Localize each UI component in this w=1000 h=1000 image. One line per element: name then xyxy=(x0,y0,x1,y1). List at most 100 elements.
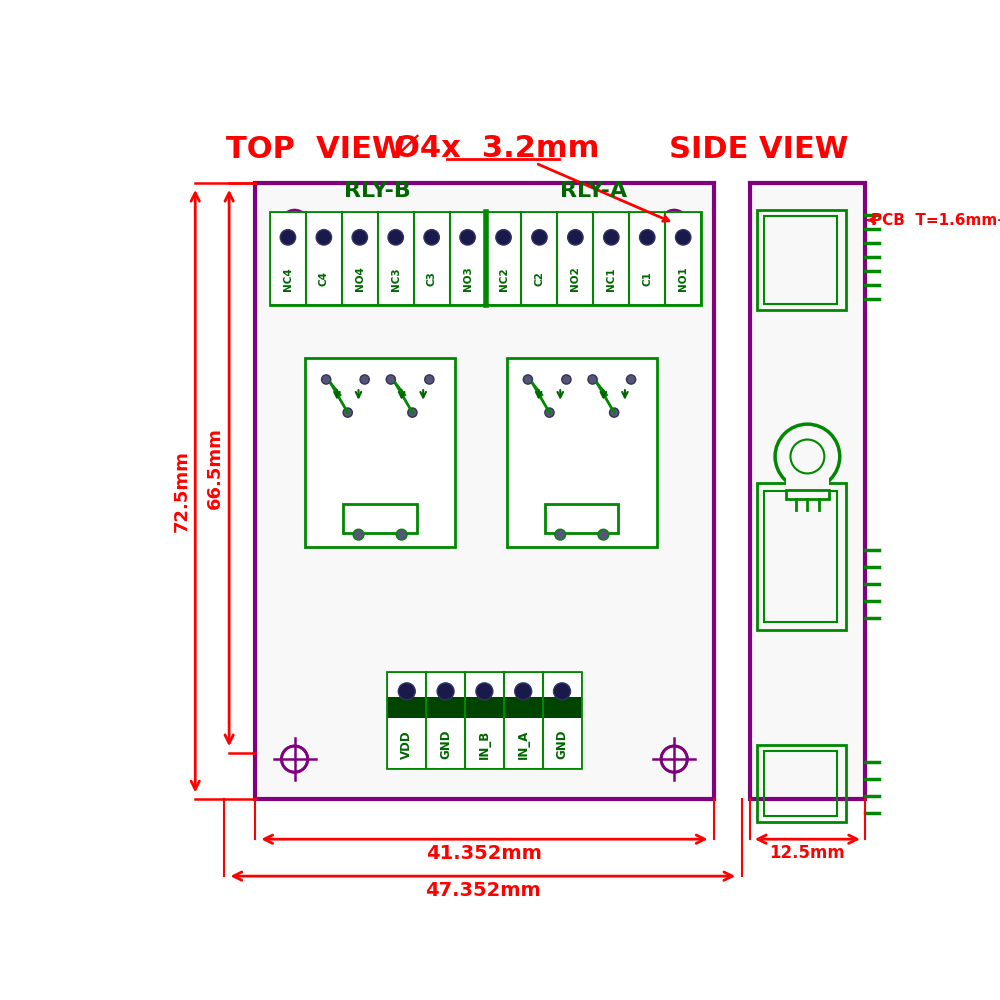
Circle shape xyxy=(460,230,475,245)
Circle shape xyxy=(282,210,308,236)
Text: NC3: NC3 xyxy=(391,267,401,291)
Bar xyxy=(414,213,449,304)
Bar xyxy=(486,213,521,304)
Circle shape xyxy=(280,230,296,245)
Bar xyxy=(630,213,664,304)
Bar xyxy=(466,697,503,718)
Text: 66.5mm: 66.5mm xyxy=(206,427,224,509)
Bar xyxy=(255,183,714,799)
Text: C4: C4 xyxy=(319,271,329,286)
Circle shape xyxy=(437,683,454,700)
Text: Ø4x  3.2mm: Ø4x 3.2mm xyxy=(394,135,600,164)
Text: NC1: NC1 xyxy=(606,267,616,291)
Bar xyxy=(388,673,425,768)
Circle shape xyxy=(661,210,687,236)
Bar xyxy=(786,456,829,495)
Bar xyxy=(545,504,618,533)
Bar xyxy=(757,483,846,630)
Circle shape xyxy=(386,375,395,384)
Bar xyxy=(387,672,581,768)
Text: C2: C2 xyxy=(534,271,544,286)
Text: GND: GND xyxy=(556,730,569,759)
Circle shape xyxy=(282,746,308,772)
Bar xyxy=(666,213,700,304)
Bar xyxy=(764,751,837,816)
Bar xyxy=(764,491,837,622)
Text: 47.352mm: 47.352mm xyxy=(425,881,541,900)
Circle shape xyxy=(532,230,547,245)
Text: GND: GND xyxy=(439,730,452,759)
Bar xyxy=(543,673,581,768)
Circle shape xyxy=(476,683,493,700)
Text: TOP  VIEW: TOP VIEW xyxy=(226,135,406,164)
Bar xyxy=(507,358,657,547)
Circle shape xyxy=(360,375,369,384)
Circle shape xyxy=(545,408,554,417)
Circle shape xyxy=(316,230,332,245)
Bar xyxy=(379,213,413,304)
Bar xyxy=(764,216,837,304)
Bar xyxy=(450,213,485,304)
Circle shape xyxy=(515,683,532,700)
Text: 41.352mm: 41.352mm xyxy=(426,844,542,863)
Text: SIDE VIEW: SIDE VIEW xyxy=(669,135,849,164)
Text: IN_B: IN_B xyxy=(478,730,491,759)
Text: NC2: NC2 xyxy=(499,267,509,291)
Circle shape xyxy=(598,529,609,540)
Circle shape xyxy=(388,230,403,245)
Bar xyxy=(750,183,865,799)
Circle shape xyxy=(424,230,439,245)
Circle shape xyxy=(322,375,331,384)
Text: NO3: NO3 xyxy=(463,267,473,291)
Text: 12.5mm: 12.5mm xyxy=(770,844,845,862)
Bar xyxy=(505,697,542,718)
Bar xyxy=(757,745,846,822)
Bar xyxy=(786,490,829,499)
Bar xyxy=(388,697,425,718)
Circle shape xyxy=(396,529,407,540)
Circle shape xyxy=(568,230,583,245)
Bar xyxy=(427,673,464,768)
Text: RLY-B: RLY-B xyxy=(344,181,411,201)
Circle shape xyxy=(353,529,364,540)
Bar xyxy=(271,213,305,304)
Text: C1: C1 xyxy=(642,271,652,286)
Circle shape xyxy=(626,375,636,384)
Bar xyxy=(543,697,581,718)
Text: VDD: VDD xyxy=(400,730,413,759)
Circle shape xyxy=(523,375,533,384)
Circle shape xyxy=(610,408,619,417)
Bar xyxy=(558,213,593,304)
Bar xyxy=(757,210,846,310)
Circle shape xyxy=(675,230,691,245)
Text: 72.5mm: 72.5mm xyxy=(172,450,190,532)
Circle shape xyxy=(496,230,511,245)
Circle shape xyxy=(425,375,434,384)
Circle shape xyxy=(343,408,352,417)
Bar xyxy=(427,697,464,718)
Bar xyxy=(305,358,455,547)
Circle shape xyxy=(588,375,597,384)
Text: C3: C3 xyxy=(427,271,437,286)
Bar xyxy=(307,213,341,304)
Circle shape xyxy=(554,683,570,700)
Circle shape xyxy=(555,529,566,540)
Text: PCB  T=1.6mm→: PCB T=1.6mm→ xyxy=(871,213,1000,228)
Circle shape xyxy=(562,375,571,384)
Bar xyxy=(505,673,542,768)
Bar xyxy=(343,213,377,304)
Text: NC4: NC4 xyxy=(283,267,293,291)
Circle shape xyxy=(352,230,367,245)
Bar xyxy=(594,213,629,304)
Text: NO1: NO1 xyxy=(678,267,688,291)
Text: RLY-A: RLY-A xyxy=(560,181,627,201)
Circle shape xyxy=(408,408,417,417)
Bar xyxy=(270,212,701,305)
Circle shape xyxy=(661,746,687,772)
Circle shape xyxy=(604,230,619,245)
Bar xyxy=(466,673,503,768)
Text: NO4: NO4 xyxy=(355,266,365,291)
Bar xyxy=(522,213,557,304)
Circle shape xyxy=(640,230,655,245)
Text: IN_A: IN_A xyxy=(517,730,530,759)
